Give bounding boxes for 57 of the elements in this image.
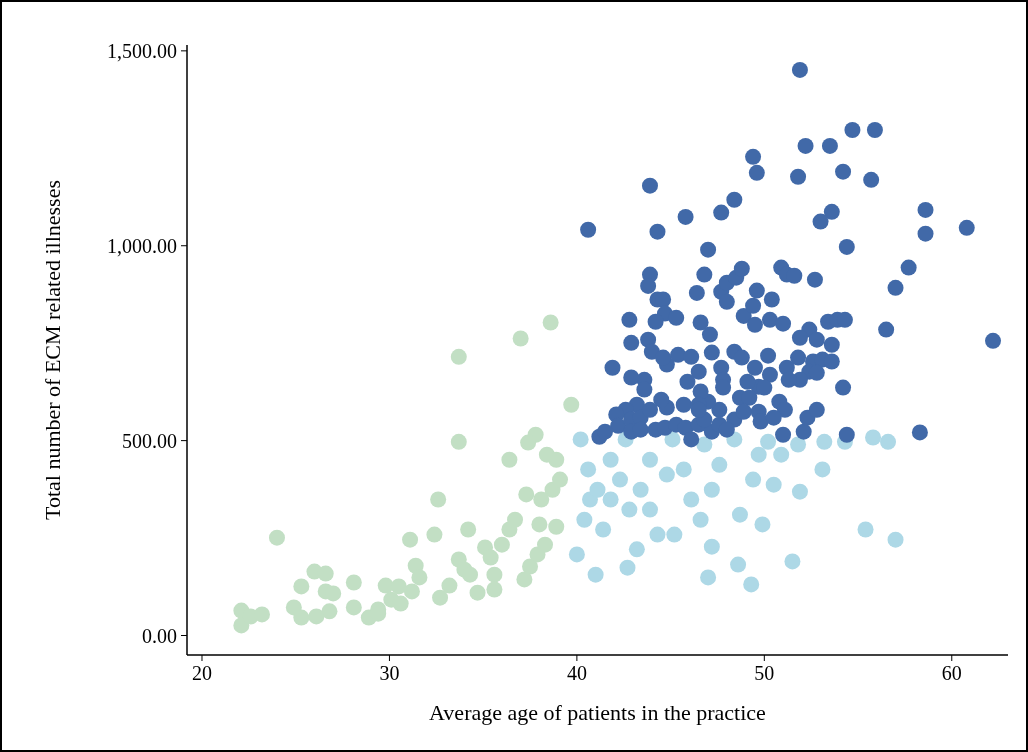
x-tick-label: 20	[192, 662, 212, 684]
point	[765, 476, 782, 493]
point	[568, 546, 585, 563]
point	[619, 559, 636, 576]
point	[784, 553, 801, 570]
y-tick-label: 1,000.00	[107, 234, 177, 257]
point	[887, 531, 904, 548]
point	[816, 433, 833, 450]
point	[683, 491, 700, 508]
point	[700, 569, 717, 586]
point	[576, 511, 593, 528]
y-tick-label: 1,500.00	[107, 39, 177, 62]
point	[628, 541, 645, 558]
point	[602, 491, 619, 508]
x-tick-label: 50	[754, 662, 775, 684]
point	[692, 511, 709, 528]
x-tick-label: 60	[941, 662, 962, 684]
point	[773, 446, 790, 463]
point	[580, 461, 597, 478]
point	[595, 521, 612, 538]
point	[666, 526, 683, 543]
point	[865, 429, 882, 446]
point	[750, 446, 767, 463]
point	[611, 471, 628, 488]
point	[587, 566, 604, 583]
x-axis-title: Average age of patients in the practice	[429, 700, 766, 725]
x-tick-label: 30	[379, 662, 400, 684]
point	[703, 481, 720, 498]
point	[589, 481, 606, 498]
point	[731, 506, 748, 523]
x-tick-label: 40	[566, 662, 587, 684]
point	[658, 466, 675, 483]
point	[572, 431, 589, 448]
point	[641, 451, 658, 468]
y-tick-label: 500.00	[122, 429, 177, 452]
point	[703, 538, 720, 555]
point	[857, 521, 874, 538]
point	[602, 451, 619, 468]
point	[664, 431, 681, 448]
point	[790, 436, 807, 453]
point	[632, 481, 649, 498]
point	[696, 436, 713, 453]
y-axis-title: Total number of ECM related illnesses	[40, 180, 65, 520]
point	[743, 576, 760, 593]
point	[814, 461, 831, 478]
point	[711, 456, 728, 473]
y-tick-label: 0.00	[142, 624, 177, 647]
point	[791, 483, 808, 500]
point	[745, 471, 762, 488]
point	[649, 526, 666, 543]
point	[754, 516, 771, 533]
point	[880, 433, 897, 450]
point	[760, 433, 777, 450]
point	[641, 501, 658, 518]
point	[621, 501, 638, 518]
point	[675, 461, 692, 478]
point	[730, 556, 747, 573]
